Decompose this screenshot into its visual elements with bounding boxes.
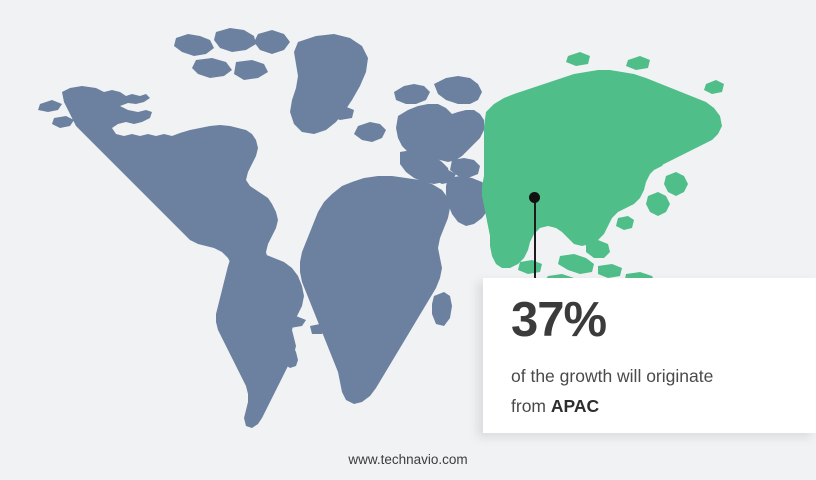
marker-leader-line bbox=[534, 197, 536, 279]
island-borneo bbox=[558, 254, 594, 274]
growth-description-prefix: from bbox=[511, 396, 551, 417]
island-taiwan-region bbox=[616, 216, 634, 230]
subregion-levant bbox=[434, 170, 456, 184]
subregion-turkey bbox=[450, 158, 480, 178]
apac-map-marker-dot bbox=[529, 192, 540, 203]
growth-region-name: APAC bbox=[550, 396, 600, 417]
world-map-svg bbox=[38, 28, 724, 428]
continent-greenland bbox=[290, 34, 368, 134]
continent-north-america bbox=[62, 86, 278, 294]
growth-description-line1: of the growth will originate bbox=[511, 366, 714, 386]
island-cuba bbox=[280, 316, 306, 328]
region-europe bbox=[354, 76, 484, 184]
island-southampton bbox=[234, 60, 268, 80]
island-japan-south bbox=[646, 192, 670, 216]
region-middle-east bbox=[434, 170, 490, 226]
region-africa bbox=[300, 176, 452, 404]
growth-description: of the growth will originate from APAC bbox=[511, 361, 792, 421]
region-greenland bbox=[290, 34, 368, 134]
subregion-scandinavia bbox=[394, 84, 430, 104]
continent-africa bbox=[300, 176, 450, 404]
region-south-america bbox=[216, 252, 304, 428]
island-victoria bbox=[214, 28, 256, 52]
subregion-western-europe bbox=[396, 104, 484, 162]
region-alaska-west bbox=[38, 100, 62, 112]
world-map bbox=[38, 28, 724, 428]
island-philippines bbox=[586, 240, 610, 258]
island-banks bbox=[174, 34, 214, 56]
region-aleutians bbox=[52, 116, 74, 128]
island-sulawesi bbox=[598, 264, 622, 278]
region-arctic-islands bbox=[174, 28, 290, 80]
apac-callout-box: 37% of the growth will originate from AP… bbox=[483, 278, 816, 433]
region-kamchatka-north bbox=[704, 80, 724, 94]
island-severnaya bbox=[626, 56, 650, 70]
region-iceland bbox=[330, 106, 354, 120]
subregion-nordic-east bbox=[434, 76, 482, 104]
growth-percentage: 37% bbox=[511, 293, 607, 347]
continent-south-america bbox=[216, 252, 304, 428]
island-novaya-zemlya bbox=[566, 52, 590, 66]
island-iceland bbox=[330, 106, 354, 120]
subregion-british-isles bbox=[354, 122, 386, 142]
subregion-arabia bbox=[446, 176, 490, 226]
island-japan-north bbox=[664, 172, 688, 196]
island-sakhalin bbox=[648, 138, 670, 170]
island-madagascar bbox=[432, 292, 452, 326]
continent-asia bbox=[482, 70, 722, 268]
island-baffin bbox=[254, 30, 290, 54]
island-sumatra bbox=[518, 260, 542, 274]
footer-url: www.technavio.com bbox=[348, 452, 468, 467]
island-arctic-south bbox=[192, 58, 232, 78]
